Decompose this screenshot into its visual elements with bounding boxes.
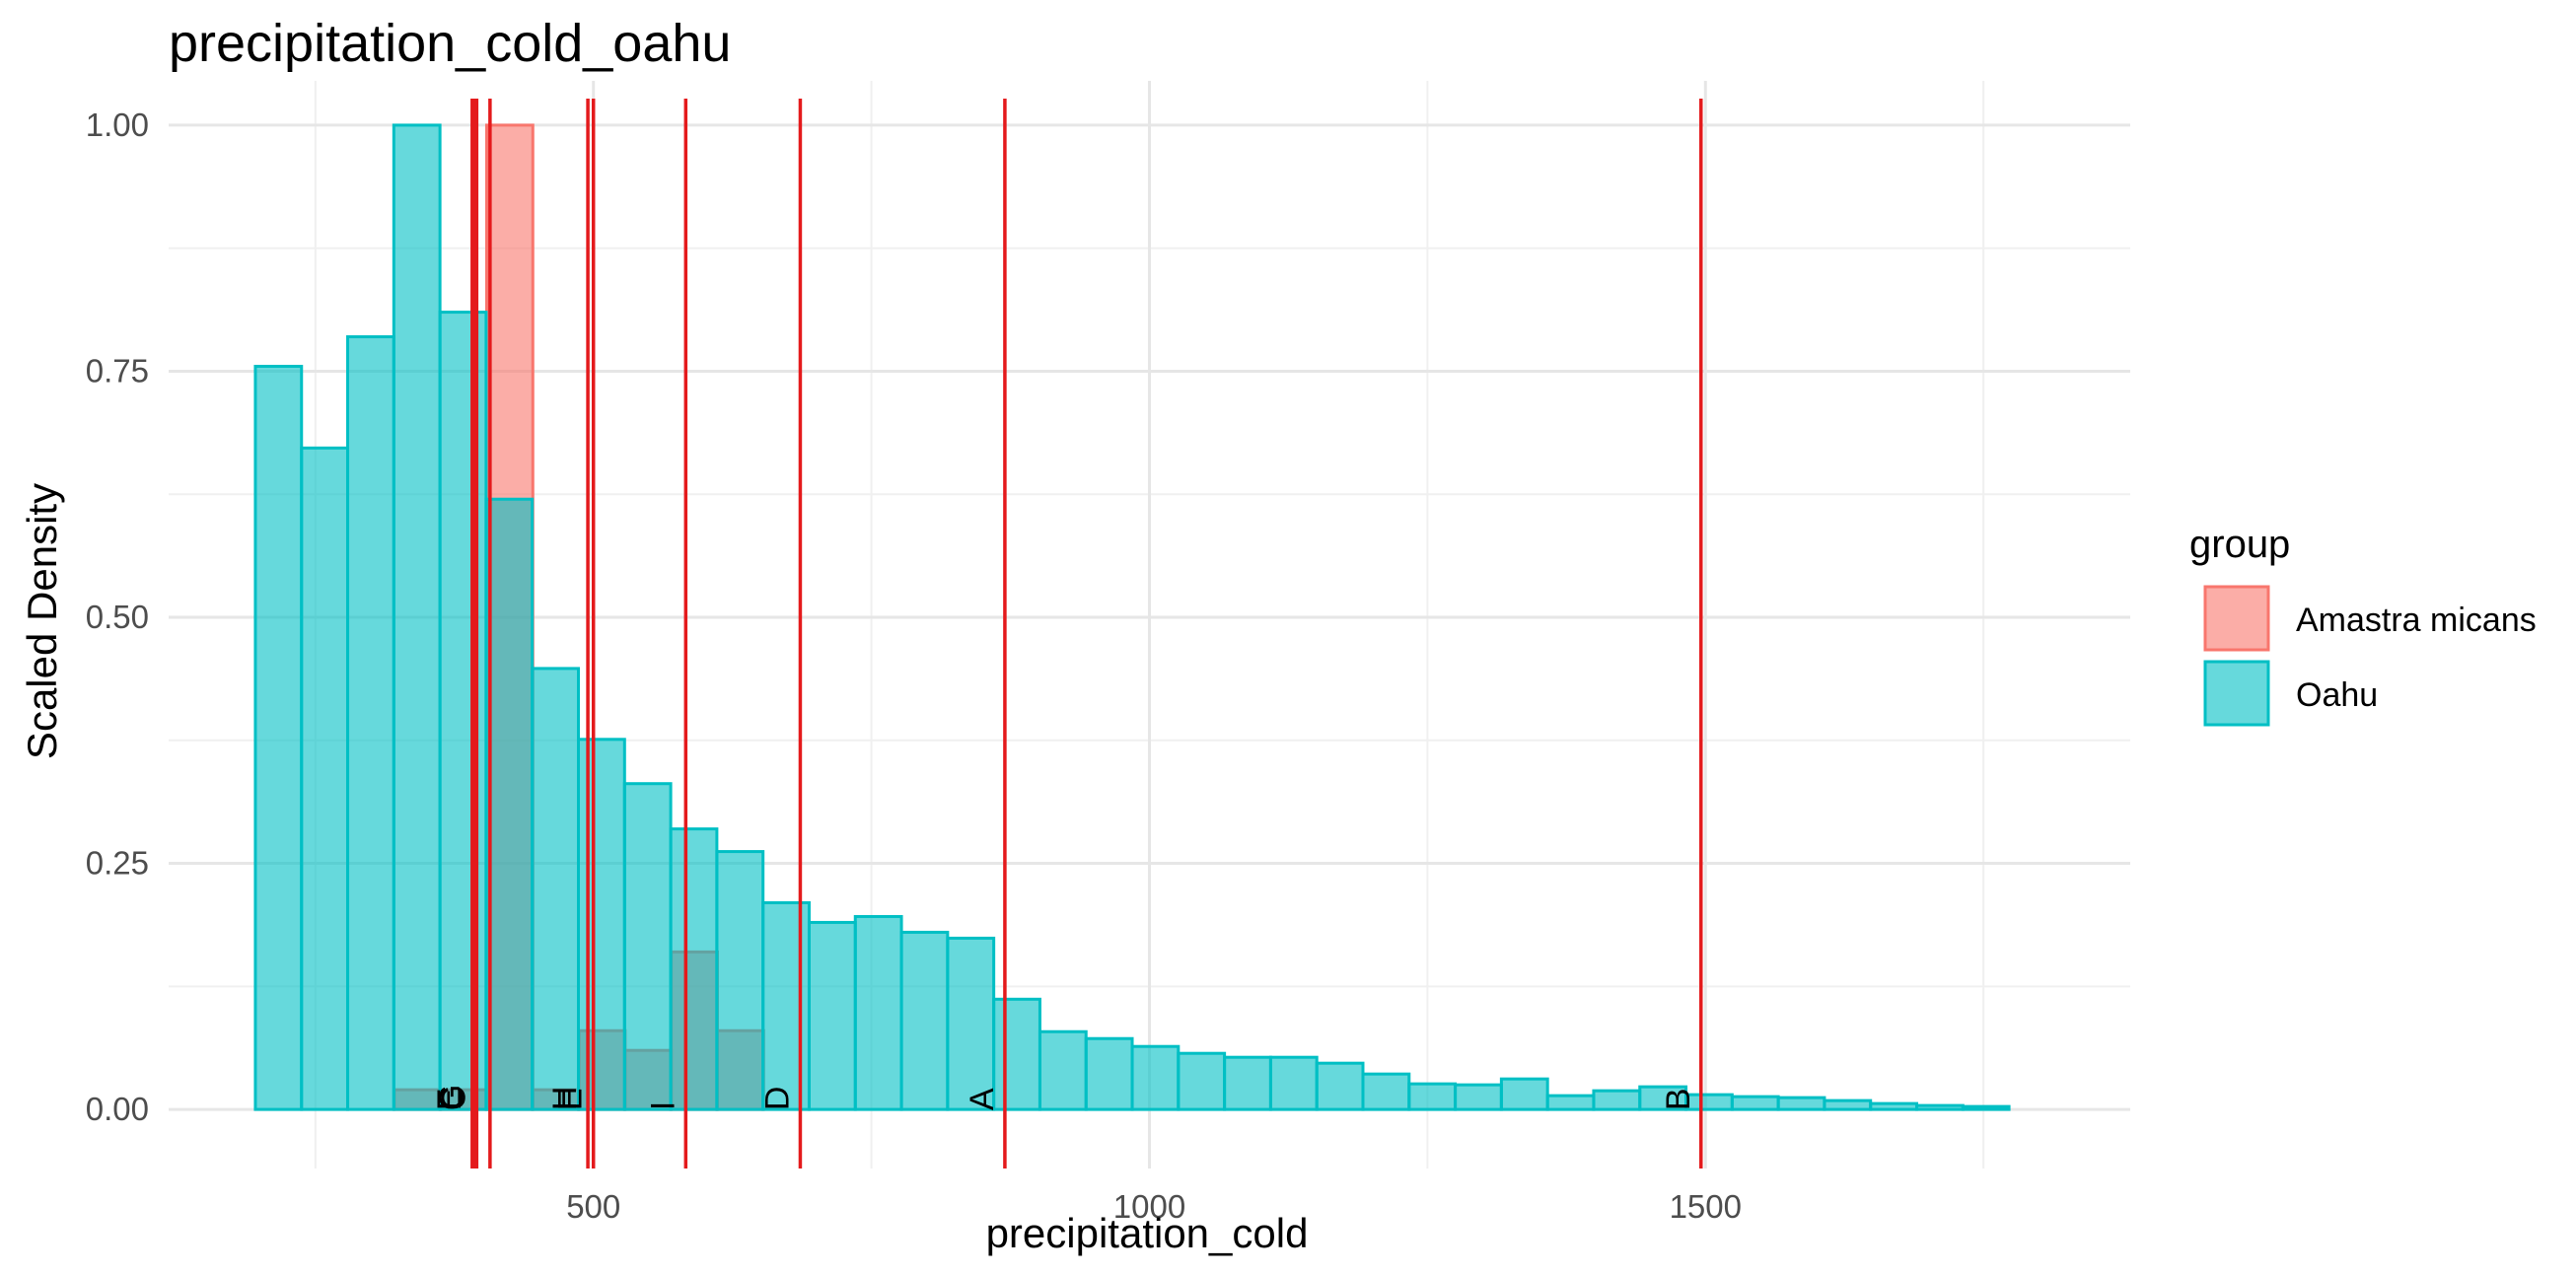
histogram-bar bbox=[531, 667, 581, 1111]
histogram-bar bbox=[1776, 1096, 1826, 1111]
x-tick-label: 500 bbox=[566, 1188, 620, 1225]
histogram-bar bbox=[1315, 1061, 1365, 1111]
histogram-bar bbox=[484, 497, 535, 1111]
histogram-bar bbox=[253, 364, 304, 1111]
histogram-bar bbox=[1407, 1082, 1458, 1111]
histogram-bar bbox=[438, 311, 488, 1111]
x-tick-label: 1500 bbox=[1670, 1188, 1742, 1225]
histogram-bar bbox=[1361, 1072, 1411, 1111]
histogram-bar bbox=[1915, 1103, 1965, 1111]
histogram-bar bbox=[669, 827, 719, 1111]
legend-key bbox=[2203, 660, 2270, 727]
histogram-bar bbox=[300, 446, 350, 1111]
histogram-bar bbox=[1454, 1083, 1503, 1111]
histogram-bar bbox=[1177, 1051, 1227, 1111]
reference-line-label: B bbox=[1660, 1088, 1697, 1110]
y-tick-label: 0.75 bbox=[86, 352, 149, 389]
histogram-bar bbox=[1038, 1029, 1088, 1111]
legend-title: group bbox=[2189, 523, 2290, 566]
reference-line-label: D bbox=[758, 1087, 796, 1111]
histogram-bar bbox=[1545, 1094, 1596, 1111]
y-tick-label: 0.25 bbox=[86, 845, 149, 882]
histogram-bar bbox=[899, 930, 950, 1111]
legend: group Amastra micans Oahu bbox=[2189, 523, 2537, 727]
histogram-bar bbox=[1130, 1044, 1181, 1111]
legend-key bbox=[2203, 585, 2270, 652]
reference-line-label: I bbox=[644, 1101, 681, 1110]
y-tick-label: 0.50 bbox=[86, 599, 149, 635]
histogram-bar bbox=[577, 738, 626, 1111]
reference-line-label: G bbox=[433, 1085, 470, 1110]
histogram-bar bbox=[622, 782, 673, 1111]
reference-line-label: E bbox=[431, 1088, 468, 1110]
histogram-bar bbox=[807, 920, 857, 1111]
histogram-bar bbox=[1592, 1089, 1642, 1111]
y-axis-title: Scaled Density bbox=[19, 483, 65, 759]
histogram-bar bbox=[1730, 1095, 1780, 1111]
histogram-bar bbox=[1499, 1077, 1549, 1111]
bars-layer bbox=[253, 123, 2011, 1111]
histogram-bar bbox=[946, 936, 996, 1111]
legend-label: Amastra micans bbox=[2296, 602, 2537, 639]
histogram-bar bbox=[1823, 1098, 1873, 1111]
histogram-bar bbox=[1223, 1055, 1272, 1111]
series-oahu bbox=[253, 123, 2011, 1111]
ticks-layer: 500 1000 1500 0.00 0.25 0.50 0.75 1.00 bbox=[86, 106, 1742, 1225]
y-tick-label: 0.00 bbox=[86, 1091, 149, 1127]
reference-line-label: A bbox=[964, 1088, 1001, 1110]
x-axis-title: precipitation_cold bbox=[986, 1210, 1309, 1256]
histogram-bar bbox=[346, 335, 395, 1111]
histogram-bar bbox=[1084, 1036, 1134, 1111]
x-tick-label: 1000 bbox=[1113, 1188, 1185, 1225]
legend-label: Oahu bbox=[2296, 676, 2378, 714]
reference-line-label: H bbox=[546, 1087, 584, 1111]
histogram-bar bbox=[853, 914, 903, 1111]
reference-line-label: E bbox=[552, 1088, 590, 1110]
histogram-bar bbox=[1961, 1104, 2011, 1111]
histogram-bar bbox=[1869, 1101, 1919, 1111]
chart-title: precipitation_cold_oahu bbox=[169, 14, 731, 73]
y-tick-label: 1.00 bbox=[86, 106, 149, 143]
histogram-bar bbox=[715, 850, 765, 1111]
reference-line-label: C bbox=[435, 1087, 472, 1111]
histogram-bar bbox=[392, 123, 442, 1111]
vlines-layer: EGC HE I D A B bbox=[431, 99, 1703, 1169]
histogram-bar bbox=[1268, 1055, 1319, 1111]
histogram-bar bbox=[761, 900, 811, 1111]
